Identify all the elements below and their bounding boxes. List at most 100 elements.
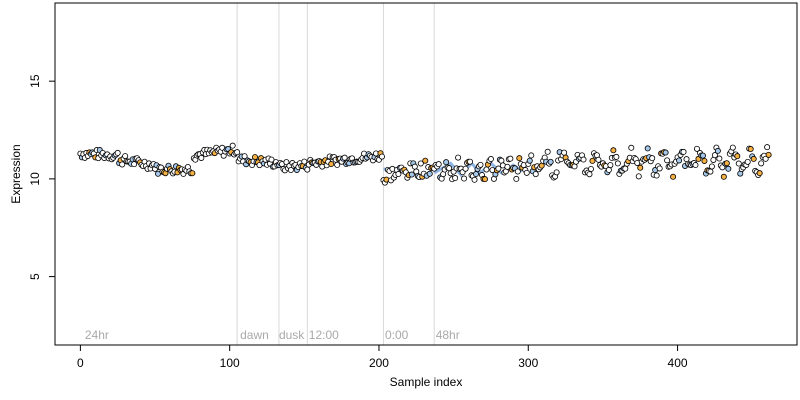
data-point [720, 173, 727, 180]
data-point [635, 173, 642, 180]
data-point [561, 149, 568, 156]
annotation-label: dusk [279, 328, 305, 342]
data-point [455, 154, 462, 161]
data-point [729, 144, 736, 151]
data-point [516, 155, 523, 162]
data-point [467, 158, 474, 165]
data-point [701, 157, 708, 164]
data-point [544, 148, 551, 155]
data-point [613, 153, 620, 160]
data-point [764, 144, 771, 151]
x-axis-title: Sample index [390, 375, 463, 389]
data-point [653, 172, 660, 179]
data-point [765, 151, 772, 158]
data-point [229, 142, 236, 149]
data-point [446, 165, 453, 172]
data-point [716, 155, 723, 162]
data-point [473, 171, 480, 178]
data-point [435, 161, 442, 168]
data-point [649, 155, 656, 162]
data-point [481, 176, 488, 183]
data-point [595, 156, 602, 163]
data-point [707, 168, 714, 175]
data-point [514, 168, 521, 175]
data-point [725, 165, 732, 172]
data-point [114, 149, 121, 156]
data-point [252, 154, 259, 161]
data-point [664, 157, 671, 164]
data-point [622, 165, 629, 172]
data-point [483, 166, 490, 173]
data-point [532, 171, 539, 178]
data-point [692, 162, 699, 169]
data-point [744, 158, 751, 165]
data-point [586, 171, 593, 178]
data-point [637, 164, 644, 171]
data-point [462, 165, 469, 172]
data-points [77, 142, 772, 186]
data-point [680, 148, 687, 155]
data-point [711, 152, 718, 159]
data-point [378, 153, 385, 160]
data-point [756, 170, 763, 177]
data-point [758, 160, 765, 167]
reference-lines [236, 3, 435, 345]
data-point [268, 156, 275, 163]
data-point [417, 160, 424, 167]
data-point [699, 152, 706, 159]
annotation-label: 48hr [436, 328, 460, 342]
data-point [644, 145, 651, 152]
data-point [122, 153, 129, 160]
data-point [747, 146, 754, 153]
data-point [422, 157, 429, 164]
data-point [528, 152, 535, 159]
data-point [589, 157, 596, 164]
data-point [693, 145, 700, 152]
data-point [676, 157, 683, 164]
data-point [198, 154, 205, 161]
data-point [750, 155, 757, 162]
data-point [513, 175, 520, 182]
data-point [395, 171, 402, 178]
data-point [614, 160, 621, 167]
data-point [341, 154, 348, 161]
data-point [547, 158, 554, 165]
x-tick-label: 200 [369, 356, 389, 370]
data-point [526, 157, 533, 164]
annotation-label: 12:00 [309, 328, 339, 342]
data-point [662, 149, 669, 156]
data-point [735, 160, 742, 167]
data-point [504, 163, 511, 170]
annotation-label: 0:00 [385, 328, 409, 342]
data-point [301, 158, 308, 165]
data-point [189, 170, 196, 177]
annotations: 24hr dawn dusk 12:00 0:00 48hr [85, 328, 460, 342]
data-point [408, 171, 415, 178]
data-point [610, 147, 617, 154]
data-point [241, 153, 248, 160]
data-point [234, 149, 241, 156]
data-point [426, 170, 433, 177]
x-axis: 0 100 200 300 400 [77, 344, 688, 370]
data-point [723, 160, 730, 167]
data-point [443, 159, 450, 166]
y-axis: 5 10 15 [28, 74, 56, 280]
data-point [553, 169, 560, 176]
data-point [656, 165, 663, 172]
data-point [607, 162, 614, 169]
data-point [734, 153, 741, 160]
data-point [487, 156, 494, 163]
x-tick-label: 100 [220, 356, 240, 370]
x-tick-label: 400 [668, 356, 688, 370]
y-tick-label: 15 [28, 74, 42, 88]
data-point [523, 169, 530, 176]
data-point [287, 167, 294, 174]
data-point [461, 175, 468, 182]
data-point [411, 163, 418, 170]
annotation-label: 24hr [85, 328, 109, 342]
data-point [131, 161, 138, 168]
data-point [708, 163, 715, 170]
x-tick-label: 300 [518, 356, 538, 370]
data-point [762, 155, 769, 162]
